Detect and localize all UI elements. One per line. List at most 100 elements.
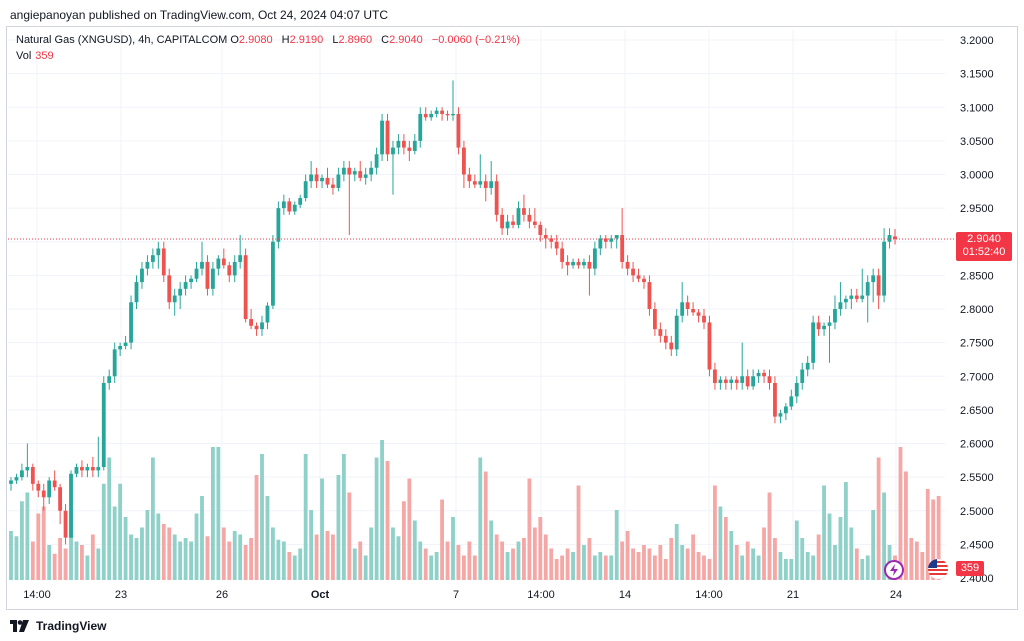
volume-bar xyxy=(702,555,706,580)
candle-body xyxy=(751,376,756,387)
volume-bar xyxy=(849,527,854,580)
volume-bar xyxy=(352,548,357,580)
candle-body xyxy=(522,208,526,215)
volume-bar xyxy=(756,555,761,580)
volume-bar xyxy=(876,457,881,580)
volume-bar xyxy=(658,545,663,580)
volume-bar xyxy=(303,454,308,580)
candle-body xyxy=(603,238,608,242)
candle-body xyxy=(216,258,221,269)
candle-body xyxy=(418,113,423,141)
volume-bar xyxy=(723,517,728,580)
volume-bar xyxy=(571,552,575,580)
last-price-badge: 2.9040 01:52:40 xyxy=(956,232,1012,261)
candle-body xyxy=(642,278,646,283)
volume-bar xyxy=(800,538,805,580)
volume-bar xyxy=(325,531,330,580)
volume-bar xyxy=(532,527,537,580)
volume-bar xyxy=(451,517,455,580)
y-tick-label: 2.7000 xyxy=(960,371,994,383)
volume-bar xyxy=(9,531,13,580)
candle-body xyxy=(789,396,794,407)
candle-body xyxy=(298,198,303,205)
candle-body xyxy=(210,268,215,289)
volume-bar xyxy=(36,513,41,580)
candle-body xyxy=(352,171,357,175)
volume-bar xyxy=(150,457,155,580)
candle-body xyxy=(887,235,892,242)
publisher-text: angiepanoyan published on TradingView.co… xyxy=(10,8,389,22)
candle-body xyxy=(172,295,177,303)
candle-body xyxy=(265,305,270,323)
candle-body xyxy=(429,113,434,118)
volume-bar xyxy=(183,538,188,580)
volume-label: Vol xyxy=(16,50,32,62)
candle-body xyxy=(391,147,395,155)
x-tick-label: 26 xyxy=(216,589,228,601)
candle-body xyxy=(221,258,226,266)
open-label: O xyxy=(230,34,239,46)
candle-body xyxy=(200,261,204,269)
candle-body xyxy=(69,473,73,538)
volume-bar xyxy=(696,552,701,580)
volume-bar xyxy=(440,499,444,580)
volume-bar xyxy=(865,555,870,580)
high-label: H xyxy=(281,34,290,46)
volume-bar xyxy=(281,541,286,580)
volume-bar xyxy=(614,510,619,580)
candle-body xyxy=(178,288,183,296)
y-tick-label: 2.8500 xyxy=(960,270,994,282)
candle-body xyxy=(145,261,150,269)
candle-body xyxy=(833,309,837,323)
volume-bar xyxy=(107,457,112,580)
y-tick-label: 2.4500 xyxy=(960,539,994,551)
volume-bar xyxy=(762,527,766,580)
volume-bar xyxy=(871,510,876,580)
volume-bar xyxy=(472,555,477,580)
volume-bar xyxy=(145,510,150,580)
y-tick-label: 3.0000 xyxy=(960,170,994,182)
candle-body xyxy=(167,275,172,303)
candle-body xyxy=(893,236,897,240)
volume-bar xyxy=(631,548,635,580)
tradingview-footer[interactable]: TradingView xyxy=(10,616,106,636)
us-flag-icon[interactable] xyxy=(928,559,948,579)
candle-body xyxy=(843,298,848,303)
volume-bar xyxy=(489,520,494,580)
volume-bar xyxy=(740,555,745,580)
candle-body xyxy=(805,362,810,370)
volume-bar xyxy=(423,548,428,580)
candle-body xyxy=(150,255,155,262)
volume-bar xyxy=(200,496,204,580)
volume-bar xyxy=(516,541,521,580)
candle-body xyxy=(489,181,494,188)
candle-body xyxy=(549,238,554,242)
tradingview-brand: TradingView xyxy=(36,619,107,633)
candle-body xyxy=(232,261,237,276)
volume-bar xyxy=(47,545,52,580)
symbol-label[interactable]: Natural Gas (XNGUSD), 4h, CAPITALCOM xyxy=(16,34,228,46)
y-tick-label: 3.1500 xyxy=(960,69,994,81)
volume-bar xyxy=(833,545,837,580)
volume-bar xyxy=(434,552,439,580)
volume-bar xyxy=(669,538,674,580)
candle-body xyxy=(543,235,548,239)
candle-body xyxy=(462,147,466,175)
candle-body xyxy=(271,241,275,306)
volume-bar xyxy=(85,555,90,580)
volume-bar xyxy=(554,559,559,580)
lightning-icon[interactable] xyxy=(884,560,904,580)
volume-bar xyxy=(172,534,177,580)
volume-bar xyxy=(707,559,712,580)
candle-body xyxy=(811,322,816,363)
candle-body xyxy=(194,268,199,279)
volume-bar xyxy=(249,538,254,580)
x-tick-label: 7 xyxy=(453,589,459,601)
candle-body xyxy=(783,406,788,414)
candle-body xyxy=(292,204,297,212)
volume-bar xyxy=(309,510,314,580)
candle-body xyxy=(538,224,543,236)
candle-body xyxy=(767,376,772,383)
candle-body xyxy=(609,238,614,242)
